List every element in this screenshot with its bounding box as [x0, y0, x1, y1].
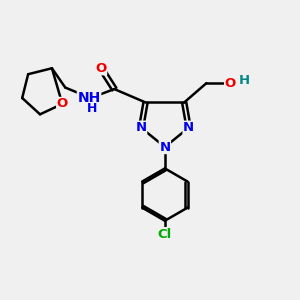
Text: H: H: [87, 102, 97, 115]
Text: H: H: [239, 74, 250, 87]
Text: NH: NH: [77, 91, 101, 105]
Text: O: O: [225, 76, 236, 90]
Text: N: N: [136, 121, 147, 134]
Text: Cl: Cl: [158, 228, 172, 241]
Text: O: O: [57, 98, 68, 110]
Text: O: O: [95, 62, 106, 75]
Text: N: N: [183, 121, 194, 134]
Text: N: N: [159, 140, 170, 154]
